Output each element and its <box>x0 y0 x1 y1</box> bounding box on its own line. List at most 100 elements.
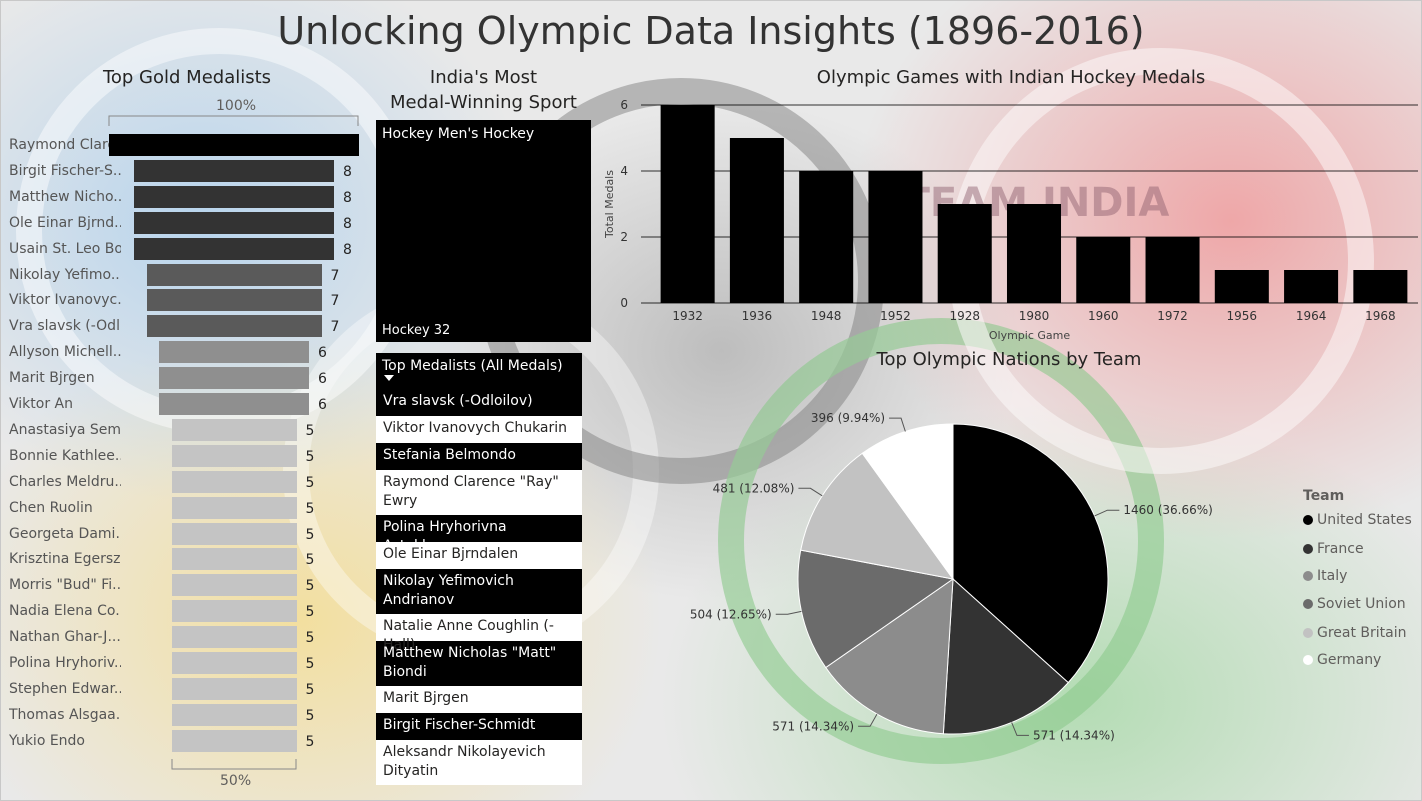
gold-medalist-name: Usain St. Leo Bolt <box>9 240 121 257</box>
gold-medalist-name: Nikolay Yefimo... <box>9 266 121 283</box>
hockey-bar[interactable] <box>1284 270 1339 303</box>
legend-item[interactable]: Italy <box>1303 567 1347 585</box>
legend-label: France <box>1317 541 1364 557</box>
legend-marker-icon <box>1303 571 1313 581</box>
hockey-bar[interactable] <box>729 138 784 303</box>
top-medalists-header[interactable]: Top Medalists (All Medals) <box>376 353 582 389</box>
gold-medalist-value: 5 <box>305 604 315 621</box>
gold-medalist-bar[interactable] <box>171 418 297 441</box>
gold-medalist-bar[interactable] <box>171 548 297 571</box>
hockey-bar[interactable] <box>1214 270 1269 303</box>
gold-medalist-value: 6 <box>318 397 327 413</box>
pie-slice[interactable] <box>797 549 955 669</box>
pie-slice[interactable] <box>952 423 1109 684</box>
pie-data-label: 396 (9.94%) <box>811 411 885 425</box>
gold-medalist-bar[interactable] <box>171 496 297 519</box>
legend-item[interactable]: Soviet Union <box>1303 595 1406 613</box>
legend-item[interactable]: Germany <box>1303 651 1381 669</box>
pie-slice[interactable] <box>861 423 954 581</box>
legend-item[interactable]: Great Britain <box>1303 624 1407 642</box>
legend-item[interactable]: United States <box>1303 511 1412 529</box>
pie-slice[interactable] <box>942 577 1069 735</box>
legend-marker-icon <box>1303 515 1313 525</box>
report-title: Unlocking Olympic Data Insights (1896-20… <box>277 9 1145 53</box>
pie-slice[interactable] <box>800 452 955 580</box>
gold-medalist-value: 8 <box>343 241 352 258</box>
gold-medalist-name: Stephen Edwar... <box>9 680 121 697</box>
gold-medalist-bar[interactable] <box>146 289 322 312</box>
gold-medalist-name: Thomas Alsgaa... <box>9 706 121 723</box>
medalist-list-item[interactable]: Natalie Anne Coughlin (-Hall) <box>376 614 582 653</box>
pie-slice[interactable] <box>825 577 954 735</box>
india-sport-card[interactable]: Hockey Men's Hockey Hockey 32 <box>376 120 591 342</box>
gold-medalist-bar[interactable] <box>171 470 297 493</box>
gold-medalist-bar[interactable] <box>146 315 322 338</box>
gold-medalist-value: 5 <box>305 448 315 465</box>
gold-medalist-bar[interactable] <box>171 600 297 623</box>
gold-medalist-bar[interactable] <box>171 444 297 467</box>
gold-medalist-bar[interactable] <box>171 703 297 726</box>
medalist-list-item[interactable]: Birgit Fischer-Schmidt <box>376 713 582 740</box>
hockey-x-tick-label: 1956 <box>1227 309 1258 323</box>
gold-medalist-value: 5 <box>305 733 315 750</box>
hockey-bar[interactable] <box>1145 237 1200 303</box>
hockey-bar[interactable] <box>1076 237 1131 303</box>
gold-medalist-bar[interactable] <box>159 367 309 390</box>
medalist-list-item[interactable]: Marit Bjrgen <box>376 686 582 713</box>
gold-medalist-bar[interactable] <box>171 677 297 700</box>
gold-medalist-bar[interactable] <box>146 263 322 286</box>
gold-medalist-bar[interactable] <box>159 341 309 364</box>
legend-label: Italy <box>1317 568 1348 584</box>
gold-medalist-name: Anastasiya Sem... <box>9 421 121 438</box>
hockey-x-tick-label: 1964 <box>1296 309 1327 323</box>
pie-leader-line <box>775 610 802 615</box>
gold-medalist-bar[interactable] <box>171 574 297 597</box>
medalist-list-item[interactable]: Raymond Clarence "Ray" Ewry <box>376 470 582 515</box>
gold-medalist-bar[interactable] <box>134 185 334 208</box>
gold-medalist-value: 5 <box>305 578 315 595</box>
gold-medalist-name: Allyson Michell... <box>9 344 121 361</box>
medalist-list-item[interactable]: Viktor Ivanovych Chukarin <box>376 416 582 443</box>
medalist-list-item[interactable]: Nikolay Yefimovich Andrianov <box>376 569 582 614</box>
pie-data-label: 571 (14.34%) <box>772 719 854 733</box>
gold-medalist-bar[interactable] <box>159 393 309 415</box>
gold-medalist-bar[interactable] <box>171 626 297 649</box>
hockey-bar[interactable] <box>1353 270 1408 303</box>
medalist-list-item[interactable]: Ole Einar Bjrndalen <box>376 542 582 569</box>
gold-medalist-bar[interactable] <box>171 729 297 752</box>
gold-medalist-bar[interactable] <box>171 522 297 545</box>
top-medalists-header-label: Top Medalists (All Medals) <box>382 358 563 374</box>
legend-item[interactable]: France <box>1303 540 1364 558</box>
gold-medalist-value: 7 <box>330 293 340 310</box>
pie-chart-title: Top Olympic Nations by Team <box>876 349 1142 370</box>
gold-medalist-bar[interactable] <box>109 134 359 156</box>
india-sport-title: India's Most Medal-Winning Sport <box>381 65 586 115</box>
medalist-list-item[interactable]: Matthew Nicholas "Matt" Biondi <box>376 641 582 686</box>
gold-medalist-name: Chen Ruolin <box>9 499 93 516</box>
pie-data-label: 1460 (36.66%) <box>1123 503 1212 517</box>
dropdown-caret-icon[interactable] <box>384 375 394 381</box>
hockey-bar[interactable] <box>937 204 992 303</box>
hockey-bar[interactable] <box>799 171 854 303</box>
legend-marker-icon <box>1303 599 1313 609</box>
gold-medalist-bar[interactable] <box>171 652 297 674</box>
hockey-bar[interactable] <box>1006 204 1062 303</box>
gold-medalist-bar[interactable] <box>134 159 334 182</box>
gold-medalist-bar[interactable] <box>134 211 334 234</box>
medalist-list-item[interactable]: Vra slavsk (-Odloilov) <box>376 389 582 416</box>
hockey-y-tick-label: 0 <box>620 296 628 310</box>
gold-medalist-name: Polina Hryhoriv... <box>9 655 121 671</box>
gold-medalist-value: 7 <box>330 267 340 284</box>
hockey-bar[interactable] <box>660 105 715 303</box>
gold-medalist-bar[interactable] <box>134 237 334 260</box>
gold-medalist-name: Morris "Bud" Fi... <box>9 577 121 594</box>
gold-axis-lines <box>108 115 359 770</box>
medalist-list-item[interactable]: Polina Hryhorivna Astakhova <box>376 515 582 554</box>
nations-pie-chart: 1460 (36.66%) 571 (14.34%) 571 (14.34%) 504… <box>690 411 1213 742</box>
hockey-bar[interactable] <box>868 171 923 303</box>
hockey-chart-title: Olympic Games with Indian Hockey Medals <box>816 67 1206 88</box>
gold-medalist-value: 5 <box>305 422 315 439</box>
medalist-list-item[interactable]: Stefania Belmondo <box>376 443 582 470</box>
medalist-list-item[interactable]: Aleksandr Nikolayevich Dityatin <box>376 740 582 785</box>
pie-data-label: 481 (12.08%) <box>713 481 795 495</box>
